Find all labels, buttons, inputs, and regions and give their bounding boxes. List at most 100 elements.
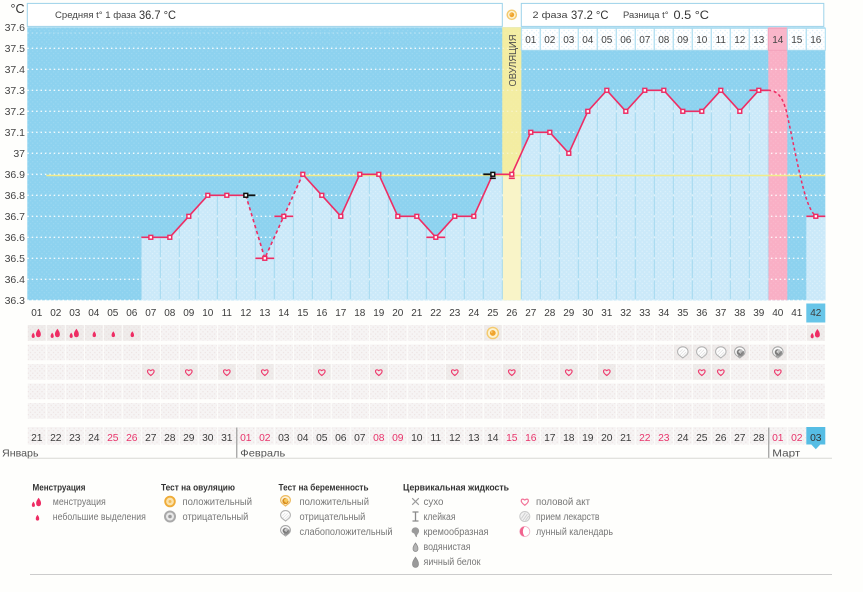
- svg-text:28: 28: [753, 433, 765, 444]
- svg-text:36.9: 36.9: [5, 169, 26, 181]
- svg-text:20: 20: [392, 308, 404, 319]
- svg-text:16: 16: [525, 433, 537, 444]
- svg-text:12: 12: [449, 433, 461, 444]
- svg-text:01: 01: [240, 433, 252, 444]
- svg-text:кремообразная: кремообразная: [424, 527, 489, 538]
- svg-text:16: 16: [810, 35, 822, 46]
- svg-text:37.6: 37.6: [5, 22, 26, 34]
- svg-text:22: 22: [639, 433, 651, 444]
- svg-text:38: 38: [734, 308, 746, 319]
- svg-text:01: 01: [772, 433, 784, 444]
- svg-text:37.3: 37.3: [5, 85, 26, 97]
- svg-text:37.2 °C: 37.2 °C: [571, 8, 609, 22]
- svg-text:01: 01: [525, 35, 537, 46]
- svg-text:36.5: 36.5: [5, 253, 26, 265]
- svg-text:08: 08: [373, 433, 385, 444]
- svg-text:29: 29: [563, 308, 575, 319]
- svg-text:24: 24: [677, 433, 689, 444]
- svg-text:0.5 °C: 0.5 °C: [674, 8, 710, 22]
- svg-text:41: 41: [791, 308, 803, 319]
- svg-text:21: 21: [31, 433, 43, 444]
- svg-text:11: 11: [222, 308, 233, 319]
- svg-text:слабоположительный: слабоположительный: [300, 527, 393, 538]
- svg-text:15: 15: [791, 35, 803, 46]
- svg-text:10: 10: [411, 433, 423, 444]
- svg-text:04: 04: [297, 433, 309, 444]
- svg-text:26: 26: [506, 308, 518, 319]
- svg-text:Февраль: Февраль: [240, 448, 286, 460]
- svg-text:половой акт: половой акт: [536, 497, 590, 508]
- svg-text:33: 33: [639, 308, 651, 319]
- svg-text:36.7: 36.7: [5, 211, 26, 223]
- svg-text:яичный белок: яичный белок: [424, 557, 482, 568]
- svg-text:37.2: 37.2: [5, 106, 26, 118]
- svg-text:04: 04: [582, 35, 594, 46]
- svg-text:28: 28: [544, 308, 556, 319]
- svg-text:08: 08: [164, 308, 176, 319]
- svg-text:36.8: 36.8: [5, 190, 26, 202]
- svg-text:положительный: положительный: [183, 497, 253, 508]
- svg-text:13: 13: [259, 308, 271, 319]
- svg-text:16: 16: [316, 308, 328, 319]
- svg-text:24: 24: [468, 308, 480, 319]
- svg-text:15: 15: [506, 433, 518, 444]
- svg-text:21: 21: [411, 308, 423, 319]
- svg-text:07: 07: [145, 308, 157, 319]
- svg-text:26: 26: [715, 433, 727, 444]
- svg-text:30: 30: [582, 308, 594, 319]
- svg-text:водянистая: водянистая: [424, 542, 471, 553]
- svg-text:07: 07: [639, 35, 651, 46]
- svg-text:18: 18: [563, 433, 575, 444]
- svg-text:34: 34: [658, 308, 670, 319]
- svg-text:небольшие выделения: небольшие выделения: [53, 512, 146, 523]
- svg-text:Январь: Январь: [2, 448, 39, 460]
- svg-text:Март: Март: [772, 448, 800, 460]
- svg-text:18: 18: [354, 308, 366, 319]
- svg-text:10: 10: [202, 308, 214, 319]
- svg-text:23: 23: [449, 308, 461, 319]
- svg-text:24: 24: [88, 433, 100, 444]
- svg-text:10: 10: [696, 35, 708, 46]
- svg-text:05: 05: [316, 433, 328, 444]
- svg-text:сухо: сухо: [424, 497, 445, 508]
- svg-text:40: 40: [772, 308, 784, 319]
- svg-text:31: 31: [601, 308, 613, 319]
- svg-text:03: 03: [810, 433, 822, 444]
- svg-text:Разница t°: Разница t°: [623, 10, 669, 21]
- svg-text:ОВУЛЯЦИЯ: ОВУЛЯЦИЯ: [508, 35, 519, 87]
- svg-text:07: 07: [354, 433, 366, 444]
- svg-text:11: 11: [716, 35, 727, 46]
- svg-text:08: 08: [658, 35, 670, 46]
- svg-text:27: 27: [734, 433, 746, 444]
- svg-text:31: 31: [221, 433, 233, 444]
- svg-text:19: 19: [373, 308, 385, 319]
- svg-text:положительный: положительный: [300, 497, 370, 508]
- svg-text:03: 03: [563, 35, 575, 46]
- svg-text:39: 39: [753, 308, 765, 319]
- svg-text:26: 26: [126, 433, 138, 444]
- svg-text:02: 02: [259, 433, 271, 444]
- svg-text:Тест на беременность: Тест на беременность: [279, 483, 369, 494]
- svg-text:Средняя t° 1 фаза: Средняя t° 1 фаза: [55, 10, 137, 21]
- svg-text:23: 23: [658, 433, 670, 444]
- svg-text:отрицательный: отрицательный: [183, 512, 249, 523]
- svg-text:22: 22: [430, 308, 442, 319]
- svg-text:32: 32: [620, 308, 632, 319]
- svg-text:05: 05: [601, 35, 613, 46]
- svg-text:27: 27: [145, 433, 157, 444]
- svg-text:25: 25: [107, 433, 119, 444]
- svg-text:2 фаза: 2 фаза: [533, 10, 569, 21]
- svg-text:02: 02: [791, 433, 803, 444]
- svg-text:28: 28: [164, 433, 176, 444]
- svg-text:14: 14: [278, 308, 290, 319]
- svg-text:05: 05: [107, 308, 119, 319]
- svg-text:37: 37: [13, 148, 25, 160]
- svg-text:36: 36: [696, 308, 708, 319]
- svg-text:менструация: менструация: [53, 497, 106, 508]
- svg-text:21: 21: [620, 433, 632, 444]
- svg-text:06: 06: [335, 433, 347, 444]
- svg-text:09: 09: [392, 433, 404, 444]
- svg-text:06: 06: [126, 308, 138, 319]
- svg-text:13: 13: [753, 35, 765, 46]
- svg-text:36.3: 36.3: [5, 295, 26, 307]
